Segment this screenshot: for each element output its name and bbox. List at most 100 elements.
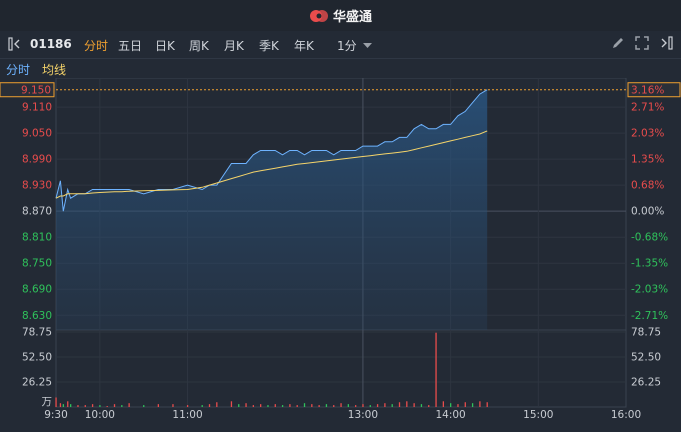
volume-bar — [311, 404, 313, 407]
volume-bar — [333, 405, 335, 407]
chart-legend: 分时 均线 — [6, 61, 66, 78]
volume-bar — [70, 404, 72, 407]
volume-bar — [289, 404, 291, 407]
volume-bar — [435, 332, 437, 407]
price-line — [55, 89, 488, 212]
pct-axis-label: -1.35% — [631, 258, 668, 270]
pct-axis-label: 2.71% — [631, 102, 664, 114]
pct-axis-label: -2.71% — [631, 310, 668, 322]
tab-weekly-k[interactable]: 周K — [189, 39, 209, 53]
tab-five-day[interactable]: 五日 — [118, 39, 143, 53]
collapse-panel-icon[interactable] — [8, 37, 22, 51]
volume-axis-label-right: 78.75 — [631, 327, 661, 339]
volume-axis-label-right: 26.25 — [631, 377, 661, 389]
volume-bar — [296, 405, 298, 407]
intraday-chart[interactable]: 9.110 2.71% 9.050 2.03% 8.990 1.35% 8.930 0.68%… — [0, 78, 681, 432]
volume-bar — [99, 405, 101, 407]
price-axis-label: 8.870 — [22, 206, 52, 218]
tab-monthly-k[interactable]: 月K — [224, 39, 244, 53]
toolbar — [0, 31, 681, 59]
volume-bar — [113, 404, 116, 407]
fullscreen-icon[interactable] — [635, 36, 649, 50]
time-axis-label: 16:00 — [611, 409, 641, 421]
volume-bar — [391, 404, 393, 407]
pct-axis-label: 0.68% — [631, 180, 664, 192]
volume-bar — [303, 403, 306, 407]
price-axis-label: 9.050 — [22, 128, 52, 140]
pencil-icon[interactable] — [611, 36, 625, 50]
volume-bar — [340, 403, 342, 407]
volume-bar — [59, 403, 62, 407]
price-axis-label: 8.810 — [22, 232, 52, 244]
pct-axis-label: 0.00% — [631, 206, 664, 218]
volume-bar — [106, 406, 108, 407]
volume-bar — [84, 405, 86, 407]
chevron-down-icon — [362, 42, 372, 48]
volume-bar — [128, 403, 130, 407]
current-price-tag — [0, 82, 55, 98]
volume-bar — [91, 404, 94, 407]
tab-intraday[interactable]: 分时 — [84, 39, 109, 53]
time-axis-label: 14:00 — [435, 409, 465, 421]
volume-bar — [464, 402, 466, 407]
time-axis-label: 13:00 — [348, 409, 378, 421]
volume-bar — [201, 405, 203, 407]
brand-logo-icon — [309, 9, 328, 22]
volume-bar — [428, 405, 430, 407]
avg-line — [55, 130, 488, 199]
price-axis-label: 8.930 — [22, 180, 52, 192]
pct-axis-label: 1.35% — [631, 154, 664, 166]
volume-bar — [413, 403, 415, 407]
current-pct-label: 3.16% — [631, 85, 664, 97]
time-axis-label: 10:00 — [85, 409, 115, 421]
stock-symbol: 01186 — [30, 37, 72, 51]
volume-bar — [479, 401, 481, 407]
axis-labels: 9.110 2.71% 9.050 2.03% 8.990 1.35% 8.930 0.68%… — [0, 82, 681, 421]
interval-select[interactable]: 1分 — [337, 37, 372, 54]
volume-bar — [55, 397, 57, 407]
volume-bar — [252, 405, 255, 407]
volume-bar — [355, 405, 357, 407]
time-axis-label: 15:00 — [523, 409, 553, 421]
legend-price: 分时 — [6, 63, 31, 77]
volume-bar — [62, 404, 65, 407]
pct-axis-label: 2.03% — [631, 128, 664, 140]
volume-bar — [442, 401, 445, 407]
tab-yearly-k[interactable]: 年K — [294, 39, 314, 53]
volume-bar — [398, 402, 401, 407]
volume-unit: 万 — [42, 396, 53, 408]
current-pct-tag — [627, 82, 681, 98]
volume-bar — [260, 404, 262, 407]
volume-bar — [121, 405, 123, 407]
volume-bar — [318, 405, 320, 407]
volume-bar — [157, 404, 160, 407]
tab-daily-k[interactable]: 日K — [155, 39, 175, 53]
legend-avg: 均线 — [42, 63, 67, 77]
time-axis-label: 9:30 — [44, 409, 68, 421]
volume-bar — [230, 401, 233, 407]
volume-bar — [238, 404, 240, 407]
volume-bar — [486, 402, 488, 407]
volume-bar — [450, 403, 452, 407]
volume-axis-label: 26.25 — [22, 377, 52, 389]
volume-axis-label: 52.50 — [22, 352, 52, 364]
price-axis-label: 8.990 — [22, 154, 52, 166]
volume-bar — [186, 405, 189, 407]
tab-quarterly-k[interactable]: 季K — [259, 39, 279, 53]
volume-bar — [471, 403, 474, 407]
volume-bar — [325, 404, 328, 407]
volume-bar — [457, 404, 459, 407]
volume-axis-label-right: 52.50 — [631, 352, 661, 364]
volume-bar — [208, 404, 211, 407]
brand: 华盛通 — [0, 0, 681, 31]
tool-group — [611, 36, 673, 50]
volume-bar — [369, 405, 371, 407]
price-axis-label: 8.630 — [22, 310, 52, 322]
volume-bar — [362, 404, 364, 407]
volume-bar — [143, 405, 145, 407]
volume-bar — [172, 404, 174, 407]
volume-bar — [245, 403, 247, 407]
price-axis-label: 9.110 — [22, 102, 52, 114]
expand-panel-icon[interactable] — [659, 36, 673, 50]
